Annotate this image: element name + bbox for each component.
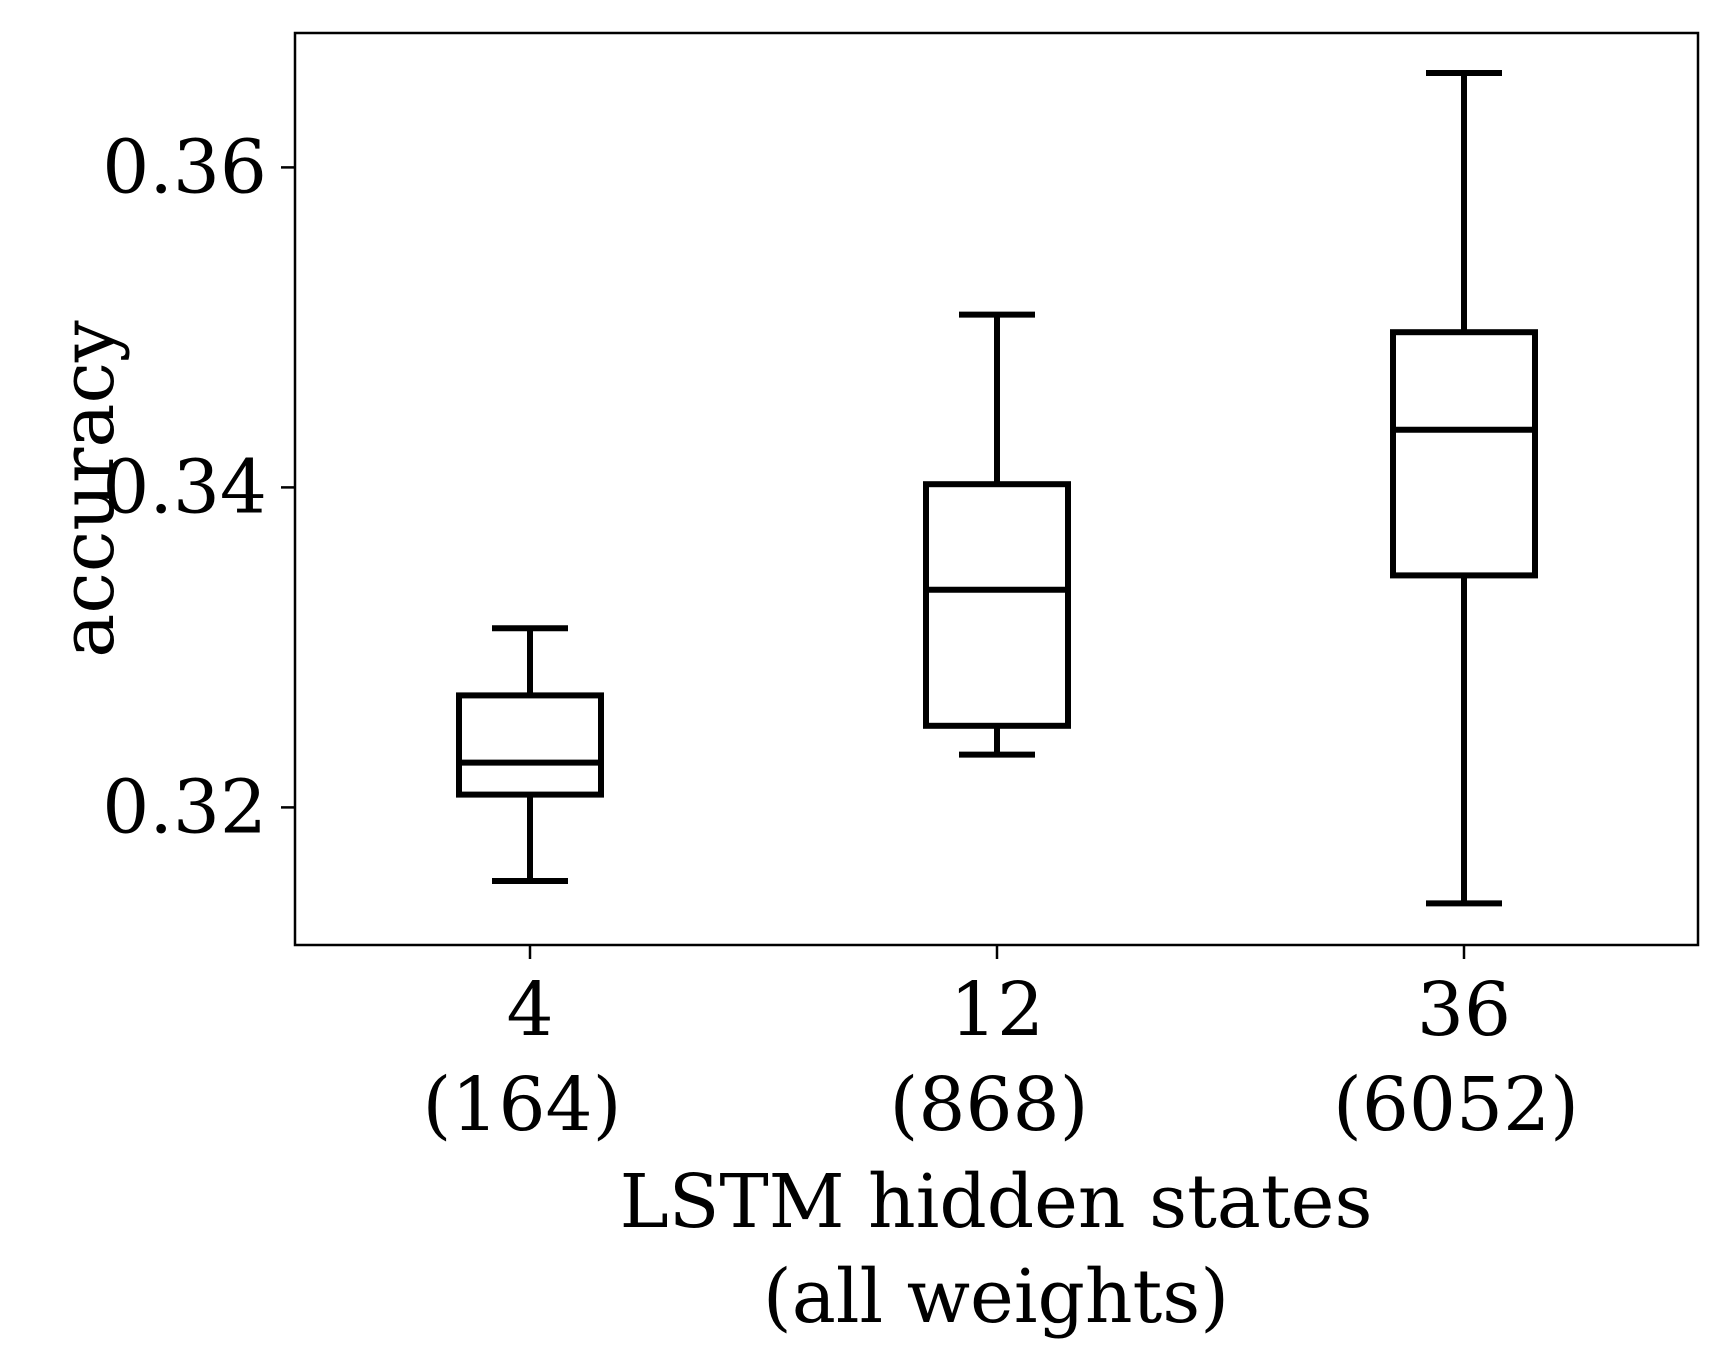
box-rect-2: [1390, 329, 1538, 579]
x-tick-sublabel-0: (164): [423, 1062, 622, 1148]
x-axis-label-line-1: LSTM hidden states: [620, 1159, 1373, 1245]
plot-area-frame: [293, 31, 1700, 947]
x-tick-label-1: 12: [950, 967, 1044, 1053]
y-axis-label: accuracy: [45, 320, 131, 658]
x-axis: 4 (164) 12 (868) 36 (6052): [423, 945, 1579, 1148]
y-tick-label-1: 0.34: [102, 444, 267, 530]
x-tick-sublabel-2: (6052): [1333, 1062, 1579, 1148]
x-tick-label-0: 4: [506, 967, 553, 1053]
box-rect-0: [456, 692, 604, 798]
y-tick-label-0: 0.32: [102, 764, 267, 850]
boxes-group: [456, 70, 1538, 907]
box-2: [1390, 70, 1538, 907]
box-rect-1: [923, 481, 1071, 729]
x-tick-sublabel-1: (868): [890, 1062, 1089, 1148]
y-tick-label-2: 0.36: [102, 124, 267, 210]
x-tick-label-2: 36: [1417, 967, 1511, 1053]
box-0: [456, 625, 604, 884]
x-axis-label-line-2: (all weights): [763, 1254, 1229, 1340]
box-1: [923, 311, 1071, 758]
y-axis: 0.32 0.34 0.36: [102, 124, 295, 850]
